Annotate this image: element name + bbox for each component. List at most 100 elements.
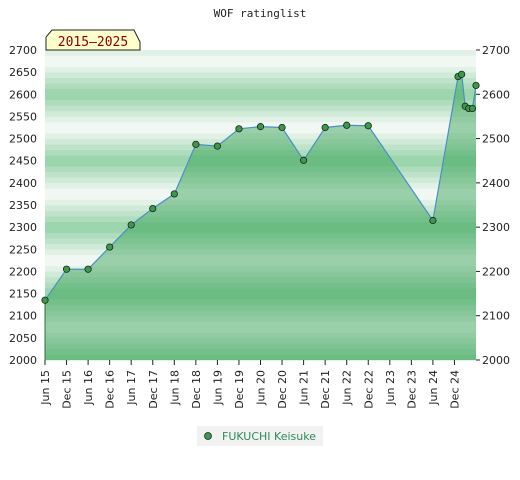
grid-band [45,61,476,67]
x-tick-label: Dec 23 [405,370,418,409]
y-axis-left: 2000 2050 2100 2150 2200 2250 2300 2350 2400 2450… [9,44,37,367]
grid-band [45,348,476,355]
grid-band [45,238,476,245]
grid-band [45,232,476,239]
legend-marker [204,432,212,440]
y-tick-label: 2500 [9,133,37,146]
grid-band [45,221,476,228]
period-badge-shape [45,29,141,51]
legend-box [197,426,323,446]
x-tick-label: Dec 18 [190,370,203,409]
x-tick-label: Jun 17 [125,370,138,406]
grid-band [45,99,476,106]
data-point [343,121,351,129]
y-tick-label: 2350 [9,199,37,212]
grid-band [45,304,476,311]
x-tick-label: Dec 20 [276,370,289,409]
x-axis: Jun 15 Dec 15 Jun 16 Dec 16 Jun 17 Dec 17 Jun … [39,360,461,409]
grid-band [45,210,476,217]
grid-band [45,155,476,162]
area-layer [41,70,480,360]
grid-band [45,315,476,322]
x-tick-label: Dec 21 [319,370,332,409]
y-right-tick-label: 2300 [482,221,510,234]
grid-band [45,133,476,139]
grid-band [45,354,476,361]
data-point [149,204,157,213]
grid-band [45,193,476,200]
grid-band [45,116,476,123]
grid-band [45,160,476,167]
legend-label: FUKUCHI Keisuke [222,430,316,443]
grid-band [45,205,476,211]
y-tick-label: 2150 [9,288,37,301]
x-tick-label: Jun 21 [298,370,311,406]
grid-band [45,293,476,300]
y-tick-label: 2400 [9,177,37,190]
y-tick-label: 2650 [9,66,37,79]
y-tick-label: 2550 [9,110,37,123]
data-point [429,216,437,225]
grid-band [45,243,476,250]
x-tick-label: Dec 19 [233,370,246,409]
grid-band [45,50,476,56]
grid-band [45,72,476,78]
data-point [127,221,135,229]
x-tick-label: Jun 16 [82,370,95,406]
grid-band [45,326,476,333]
period-badge-text: 2015–2025 [58,35,128,50]
grid-band [45,182,476,189]
data-point [472,81,480,90]
grid-band [45,276,476,283]
grid-band [45,105,476,112]
y-tick-label: 2050 [9,332,37,345]
grid-band [45,94,476,101]
y-right-tick-label: 2200 [482,265,510,278]
x-tick-label: Jun 20 [255,370,268,406]
grid-band [45,144,476,150]
y-axis-right: 2000 2100 2200 2300 2400 2500 2600 2700 [476,44,510,367]
grid-band [45,265,476,272]
grid-band [45,188,476,195]
x-tick-label: Jun 22 [341,370,354,406]
legend: FUKUCHI Keisuke [197,426,323,446]
x-tick-label: Dec 17 [147,370,160,409]
y-right-tick-label: 2600 [482,88,510,101]
data-point [299,156,308,164]
data-point [170,190,178,198]
grid-band [45,55,476,62]
grid-band [45,310,476,317]
grid-band [45,299,476,305]
data-point [235,125,243,133]
grid-band [45,249,476,256]
x-tick-label: Dec 16 [104,370,117,409]
x-tick-label: Dec 24 [448,370,461,409]
data-point [213,142,221,150]
grid-band [45,337,476,344]
y-tick-label: 2450 [9,155,37,168]
data-point [192,140,200,148]
grid-band [45,199,476,206]
grid-band [45,177,476,184]
grid-band [45,332,476,339]
x-tick-label: Dec 22 [362,370,375,409]
grid-band [45,166,476,173]
data-point [364,122,372,130]
y-tick-label: 2700 [9,44,37,57]
y-tick-label: 2250 [9,243,37,256]
x-tick-label: Jun 24 [427,370,440,406]
grid-band [45,282,476,289]
grid-band [45,216,476,222]
y-tick-label: 2300 [9,221,37,234]
grid-band [45,83,476,90]
grid-band [45,149,476,156]
grid-band [45,77,476,84]
grid-band [45,260,476,267]
grid-band [45,138,476,145]
grid-band [45,288,476,294]
y-tick-label: 2100 [9,310,37,323]
y-right-tick-label: 2700 [482,44,510,57]
data-point [468,104,477,113]
period-badge: 2015–2025 [45,29,141,51]
background-bands [45,50,476,361]
